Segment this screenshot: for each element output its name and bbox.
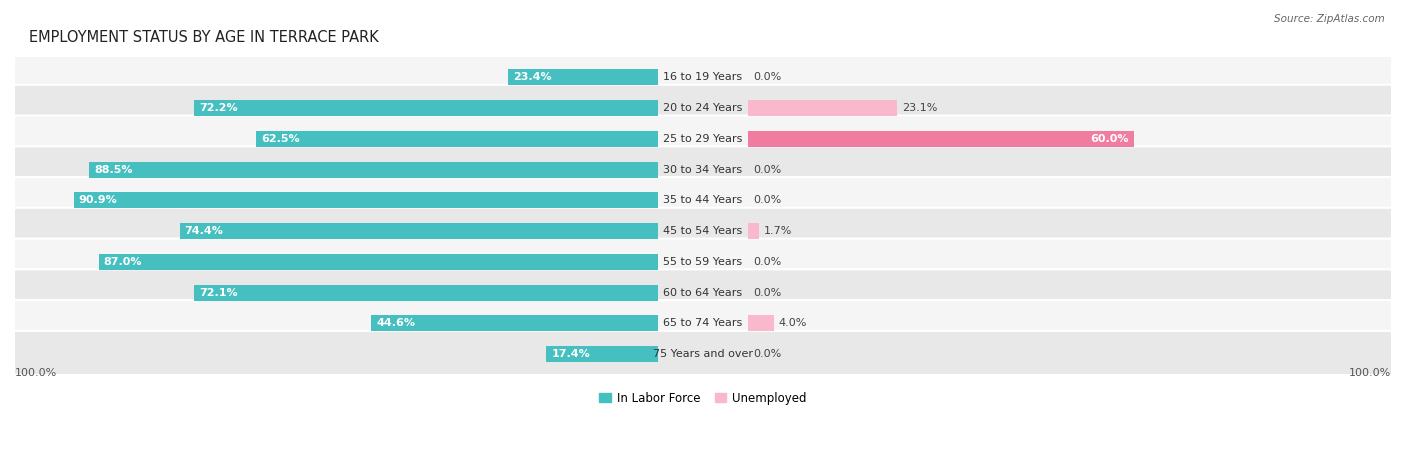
FancyBboxPatch shape xyxy=(13,300,1393,347)
Bar xyxy=(371,315,658,331)
Text: 90.9%: 90.9% xyxy=(79,195,118,206)
Bar xyxy=(748,100,897,116)
FancyBboxPatch shape xyxy=(13,115,1393,162)
Text: 0.0%: 0.0% xyxy=(754,73,782,83)
Text: 4.0%: 4.0% xyxy=(779,318,807,328)
Text: 87.0%: 87.0% xyxy=(104,257,142,267)
Text: 88.5%: 88.5% xyxy=(94,165,132,175)
Text: 0.0%: 0.0% xyxy=(754,195,782,206)
Bar xyxy=(546,346,658,362)
Bar xyxy=(748,315,773,331)
FancyBboxPatch shape xyxy=(13,208,1393,254)
Bar xyxy=(508,69,658,85)
Text: 0.0%: 0.0% xyxy=(754,288,782,298)
Bar xyxy=(89,162,658,178)
FancyBboxPatch shape xyxy=(13,331,1393,377)
Text: 55 to 59 Years: 55 to 59 Years xyxy=(664,257,742,267)
Text: EMPLOYMENT STATUS BY AGE IN TERRACE PARK: EMPLOYMENT STATUS BY AGE IN TERRACE PARK xyxy=(28,30,378,45)
FancyBboxPatch shape xyxy=(13,85,1393,132)
Text: 72.1%: 72.1% xyxy=(200,288,238,298)
Text: 17.4%: 17.4% xyxy=(551,349,591,359)
Text: 0.0%: 0.0% xyxy=(754,349,782,359)
Text: 74.4%: 74.4% xyxy=(184,226,224,236)
Text: 44.6%: 44.6% xyxy=(377,318,415,328)
Bar xyxy=(748,131,1133,147)
Text: 20 to 24 Years: 20 to 24 Years xyxy=(664,103,742,113)
FancyBboxPatch shape xyxy=(13,146,1393,193)
FancyBboxPatch shape xyxy=(13,239,1393,285)
Text: 62.5%: 62.5% xyxy=(262,134,299,144)
Legend: In Labor Force, Unemployed: In Labor Force, Unemployed xyxy=(595,387,811,410)
Text: 60.0%: 60.0% xyxy=(1090,134,1129,144)
Text: 65 to 74 Years: 65 to 74 Years xyxy=(664,318,742,328)
FancyBboxPatch shape xyxy=(13,177,1393,224)
Bar xyxy=(73,193,658,208)
Text: 45 to 54 Years: 45 to 54 Years xyxy=(664,226,742,236)
Text: 100.0%: 100.0% xyxy=(15,368,58,377)
Bar xyxy=(194,100,658,116)
Bar xyxy=(180,223,658,239)
Bar xyxy=(748,223,759,239)
Text: 30 to 34 Years: 30 to 34 Years xyxy=(664,165,742,175)
Text: 60 to 64 Years: 60 to 64 Years xyxy=(664,288,742,298)
Text: 1.7%: 1.7% xyxy=(763,226,793,236)
Text: 23.1%: 23.1% xyxy=(901,103,936,113)
Bar xyxy=(98,254,658,270)
Text: 100.0%: 100.0% xyxy=(1348,368,1391,377)
Text: 0.0%: 0.0% xyxy=(754,257,782,267)
FancyBboxPatch shape xyxy=(13,54,1393,101)
Text: 25 to 29 Years: 25 to 29 Years xyxy=(664,134,742,144)
Text: 16 to 19 Years: 16 to 19 Years xyxy=(664,73,742,83)
FancyBboxPatch shape xyxy=(13,269,1393,316)
Text: 72.2%: 72.2% xyxy=(198,103,238,113)
Text: 35 to 44 Years: 35 to 44 Years xyxy=(664,195,742,206)
Text: 23.4%: 23.4% xyxy=(513,73,551,83)
Text: 0.0%: 0.0% xyxy=(754,165,782,175)
Text: Source: ZipAtlas.com: Source: ZipAtlas.com xyxy=(1274,14,1385,23)
Bar xyxy=(256,131,658,147)
Text: 75 Years and over: 75 Years and over xyxy=(652,349,754,359)
Bar xyxy=(194,285,658,301)
